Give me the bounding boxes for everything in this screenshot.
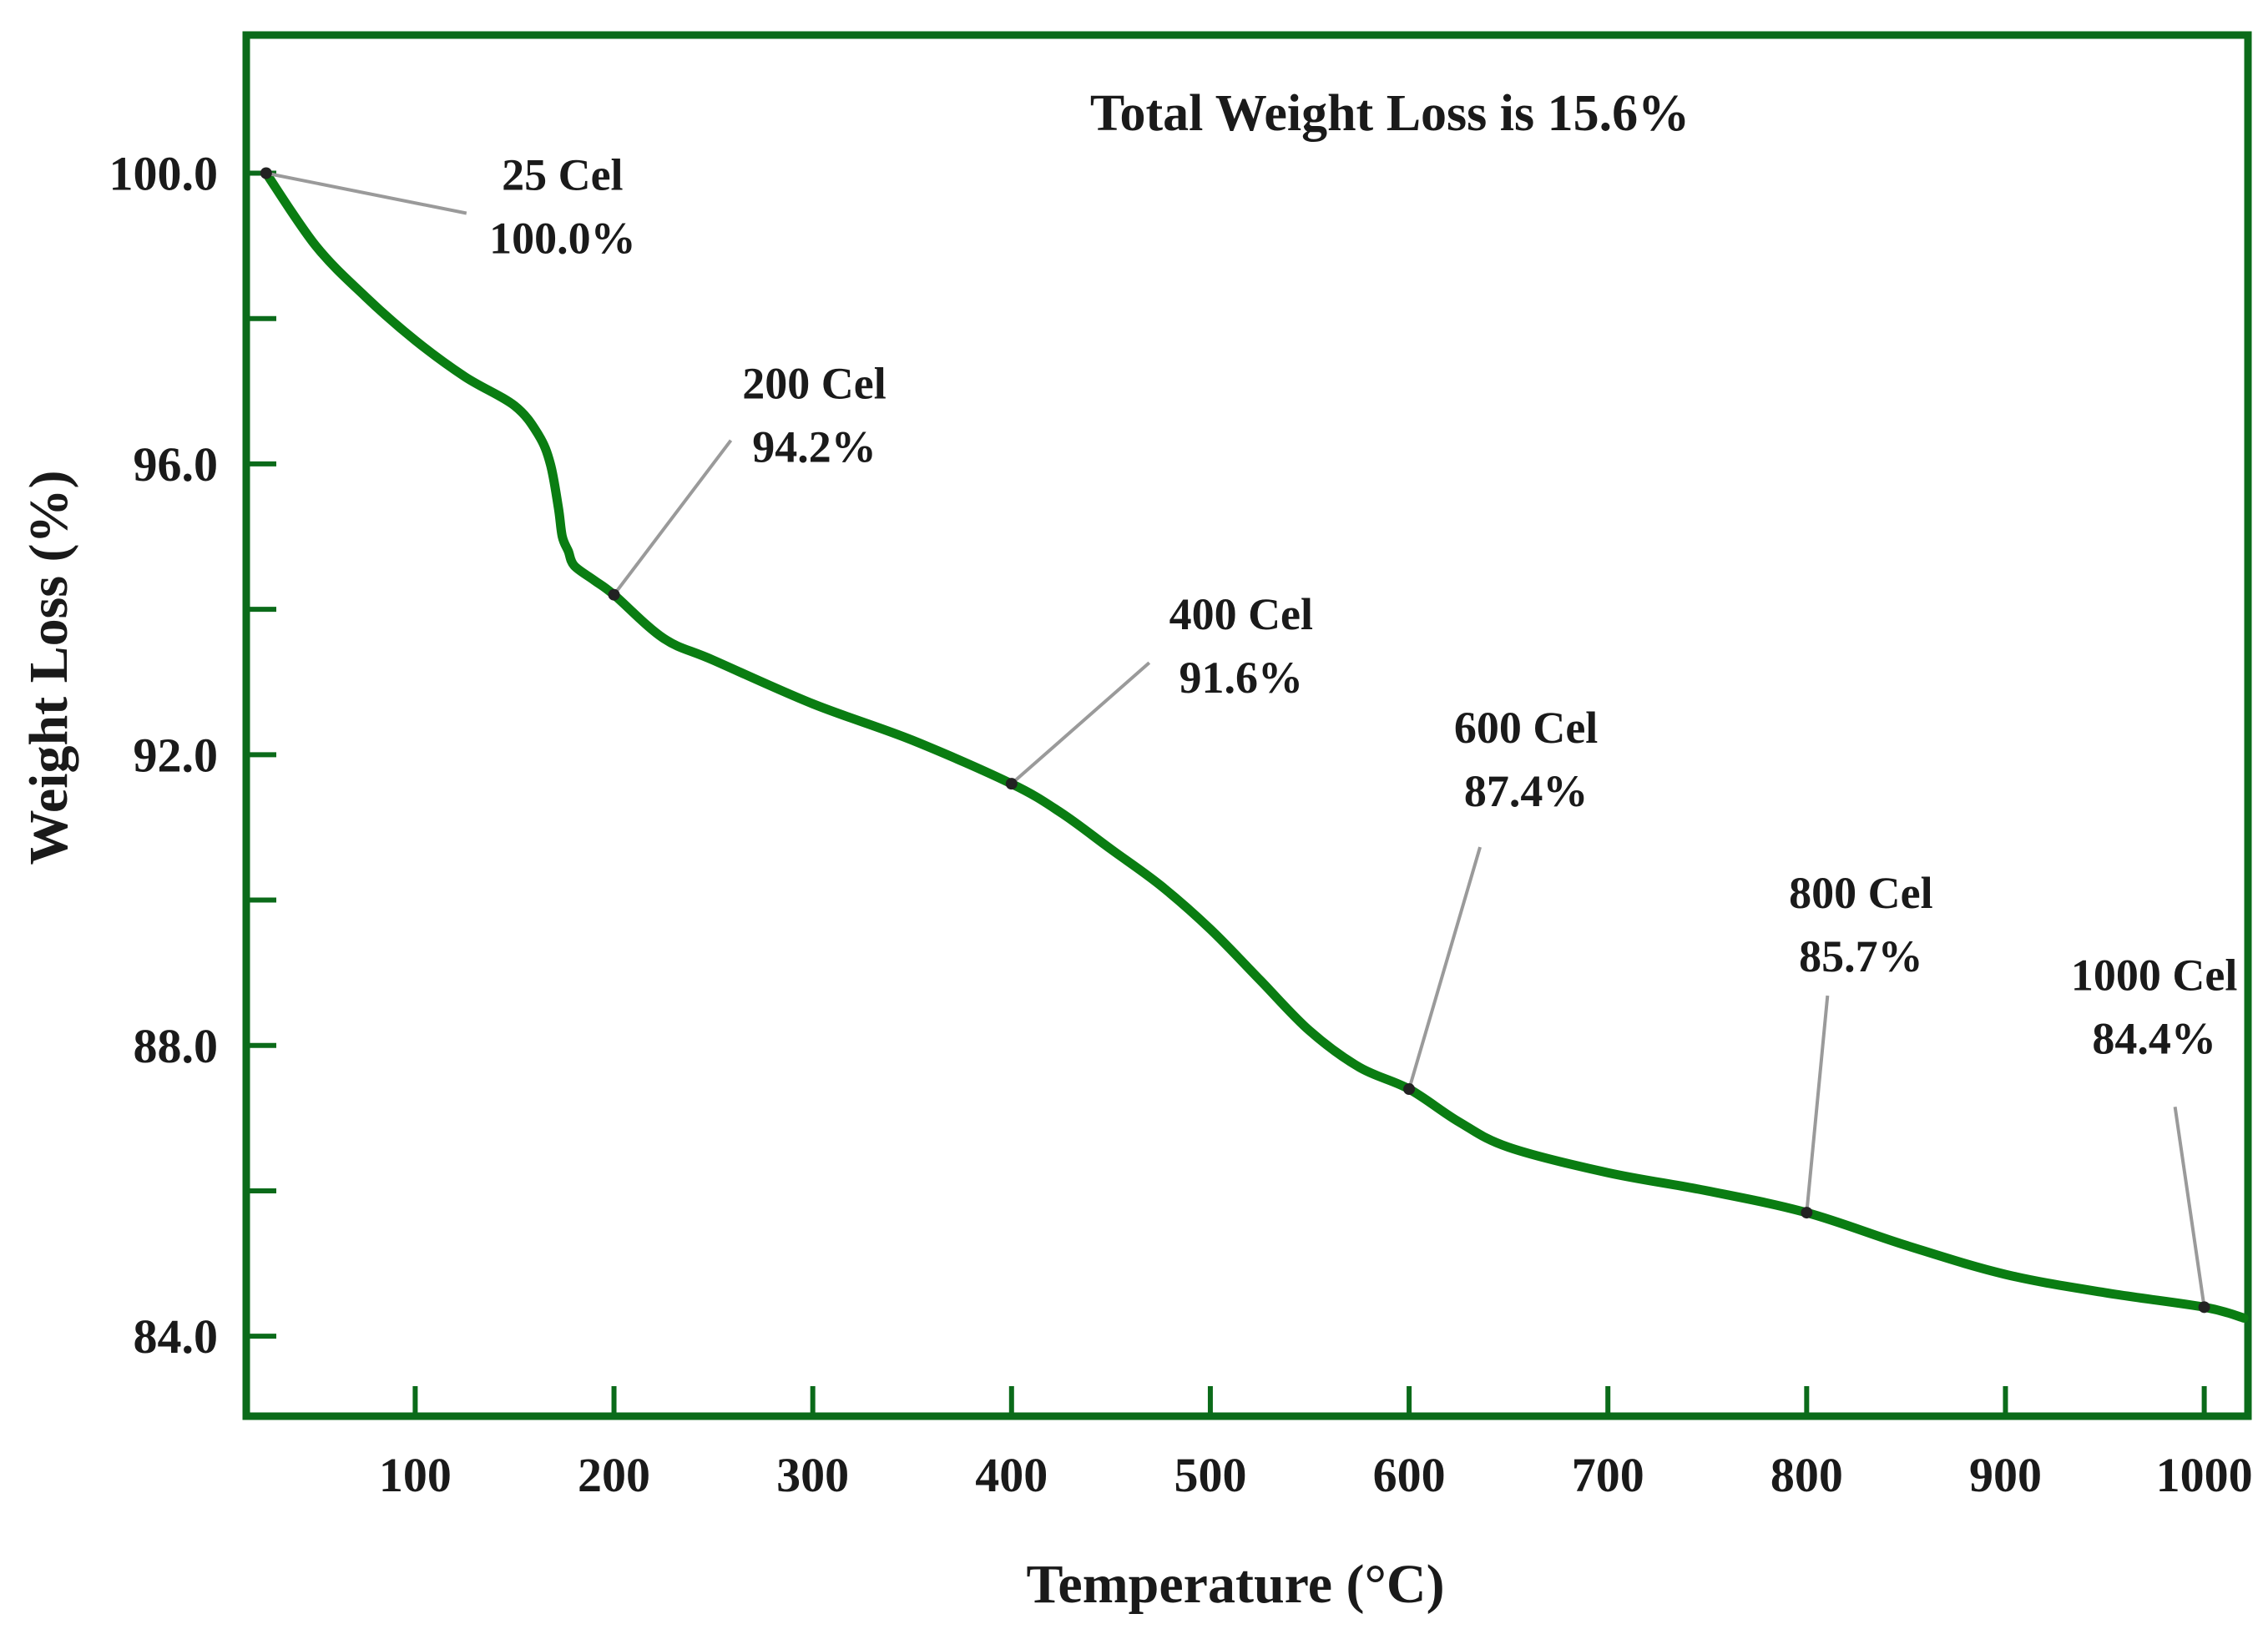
y-axis-title: Weight Loss (%): [18, 470, 79, 865]
y-tick-label: 84.0: [134, 1309, 219, 1364]
annotation-leader: [1010, 661, 1151, 785]
annotation-temp-label: 600 Cel: [1454, 703, 1598, 753]
x-tick-label: 900: [1969, 1448, 2042, 1502]
x-tick-label: 200: [578, 1448, 650, 1502]
annotation-marker: [1403, 1083, 1416, 1096]
y-tick-label: 96.0: [134, 437, 219, 492]
annotation-marker: [1005, 778, 1018, 790]
x-tick-label: 100: [379, 1448, 452, 1502]
plot-frame: [242, 31, 2252, 1420]
annotation-temp-label: 400 Cel: [1169, 589, 1313, 639]
annotation-value-label: 84.4%: [2092, 1013, 2216, 1063]
y-tick-label: 100.0: [109, 147, 219, 201]
x-tick-label: 700: [1572, 1448, 1644, 1502]
annotation-value-label: 100.0%: [489, 214, 636, 264]
series-line: [261, 169, 2249, 1323]
annotation-value-label: 85.7%: [1799, 931, 1923, 981]
annotation-temp-label: 1000 Cel: [2071, 950, 2237, 1000]
y-tick-label: 88.0: [134, 1019, 219, 1073]
chart-title: Total Weight Loss is 15.6%: [1090, 85, 1690, 142]
x-tick-label: 500: [1174, 1448, 1246, 1502]
annotation-temp-label: 800 Cel: [1789, 868, 1932, 918]
annotation-temp-label: 200 Cel: [742, 359, 886, 409]
annotation-marker: [260, 167, 272, 179]
x-tick-label: 400: [975, 1448, 1048, 1502]
annotation-value-label: 94.2%: [752, 422, 876, 472]
annotation-temp-label: 25 Cel: [502, 150, 623, 200]
plot-area: 84.0 88.0 92.0 96.0 100.0 100 200 300 400 500 600 7…: [109, 31, 2253, 1502]
annotation-leader: [2173, 1107, 2206, 1308]
annotation-marker: [2198, 1301, 2210, 1314]
annotation-marker: [1801, 1207, 1813, 1219]
annotation-leader: [265, 171, 467, 215]
annotation-marker: [608, 588, 620, 601]
y-tick-label: 92.0: [134, 728, 219, 782]
annotation-leader: [1805, 995, 1830, 1213]
annotation-leader: [612, 439, 733, 596]
x-tick-label: 1000: [2156, 1448, 2253, 1502]
annotation-leader: [1407, 846, 1482, 1090]
annotation-value-label: 91.6%: [1179, 653, 1304, 703]
x-tick-label: 800: [1770, 1448, 1843, 1502]
x-tick-label: 300: [776, 1448, 849, 1502]
annotation-value-label: 87.4%: [1464, 766, 1589, 816]
x-tick-label: 600: [1373, 1448, 1446, 1502]
x-axis-title: Temperature (°C): [1026, 1554, 1444, 1615]
